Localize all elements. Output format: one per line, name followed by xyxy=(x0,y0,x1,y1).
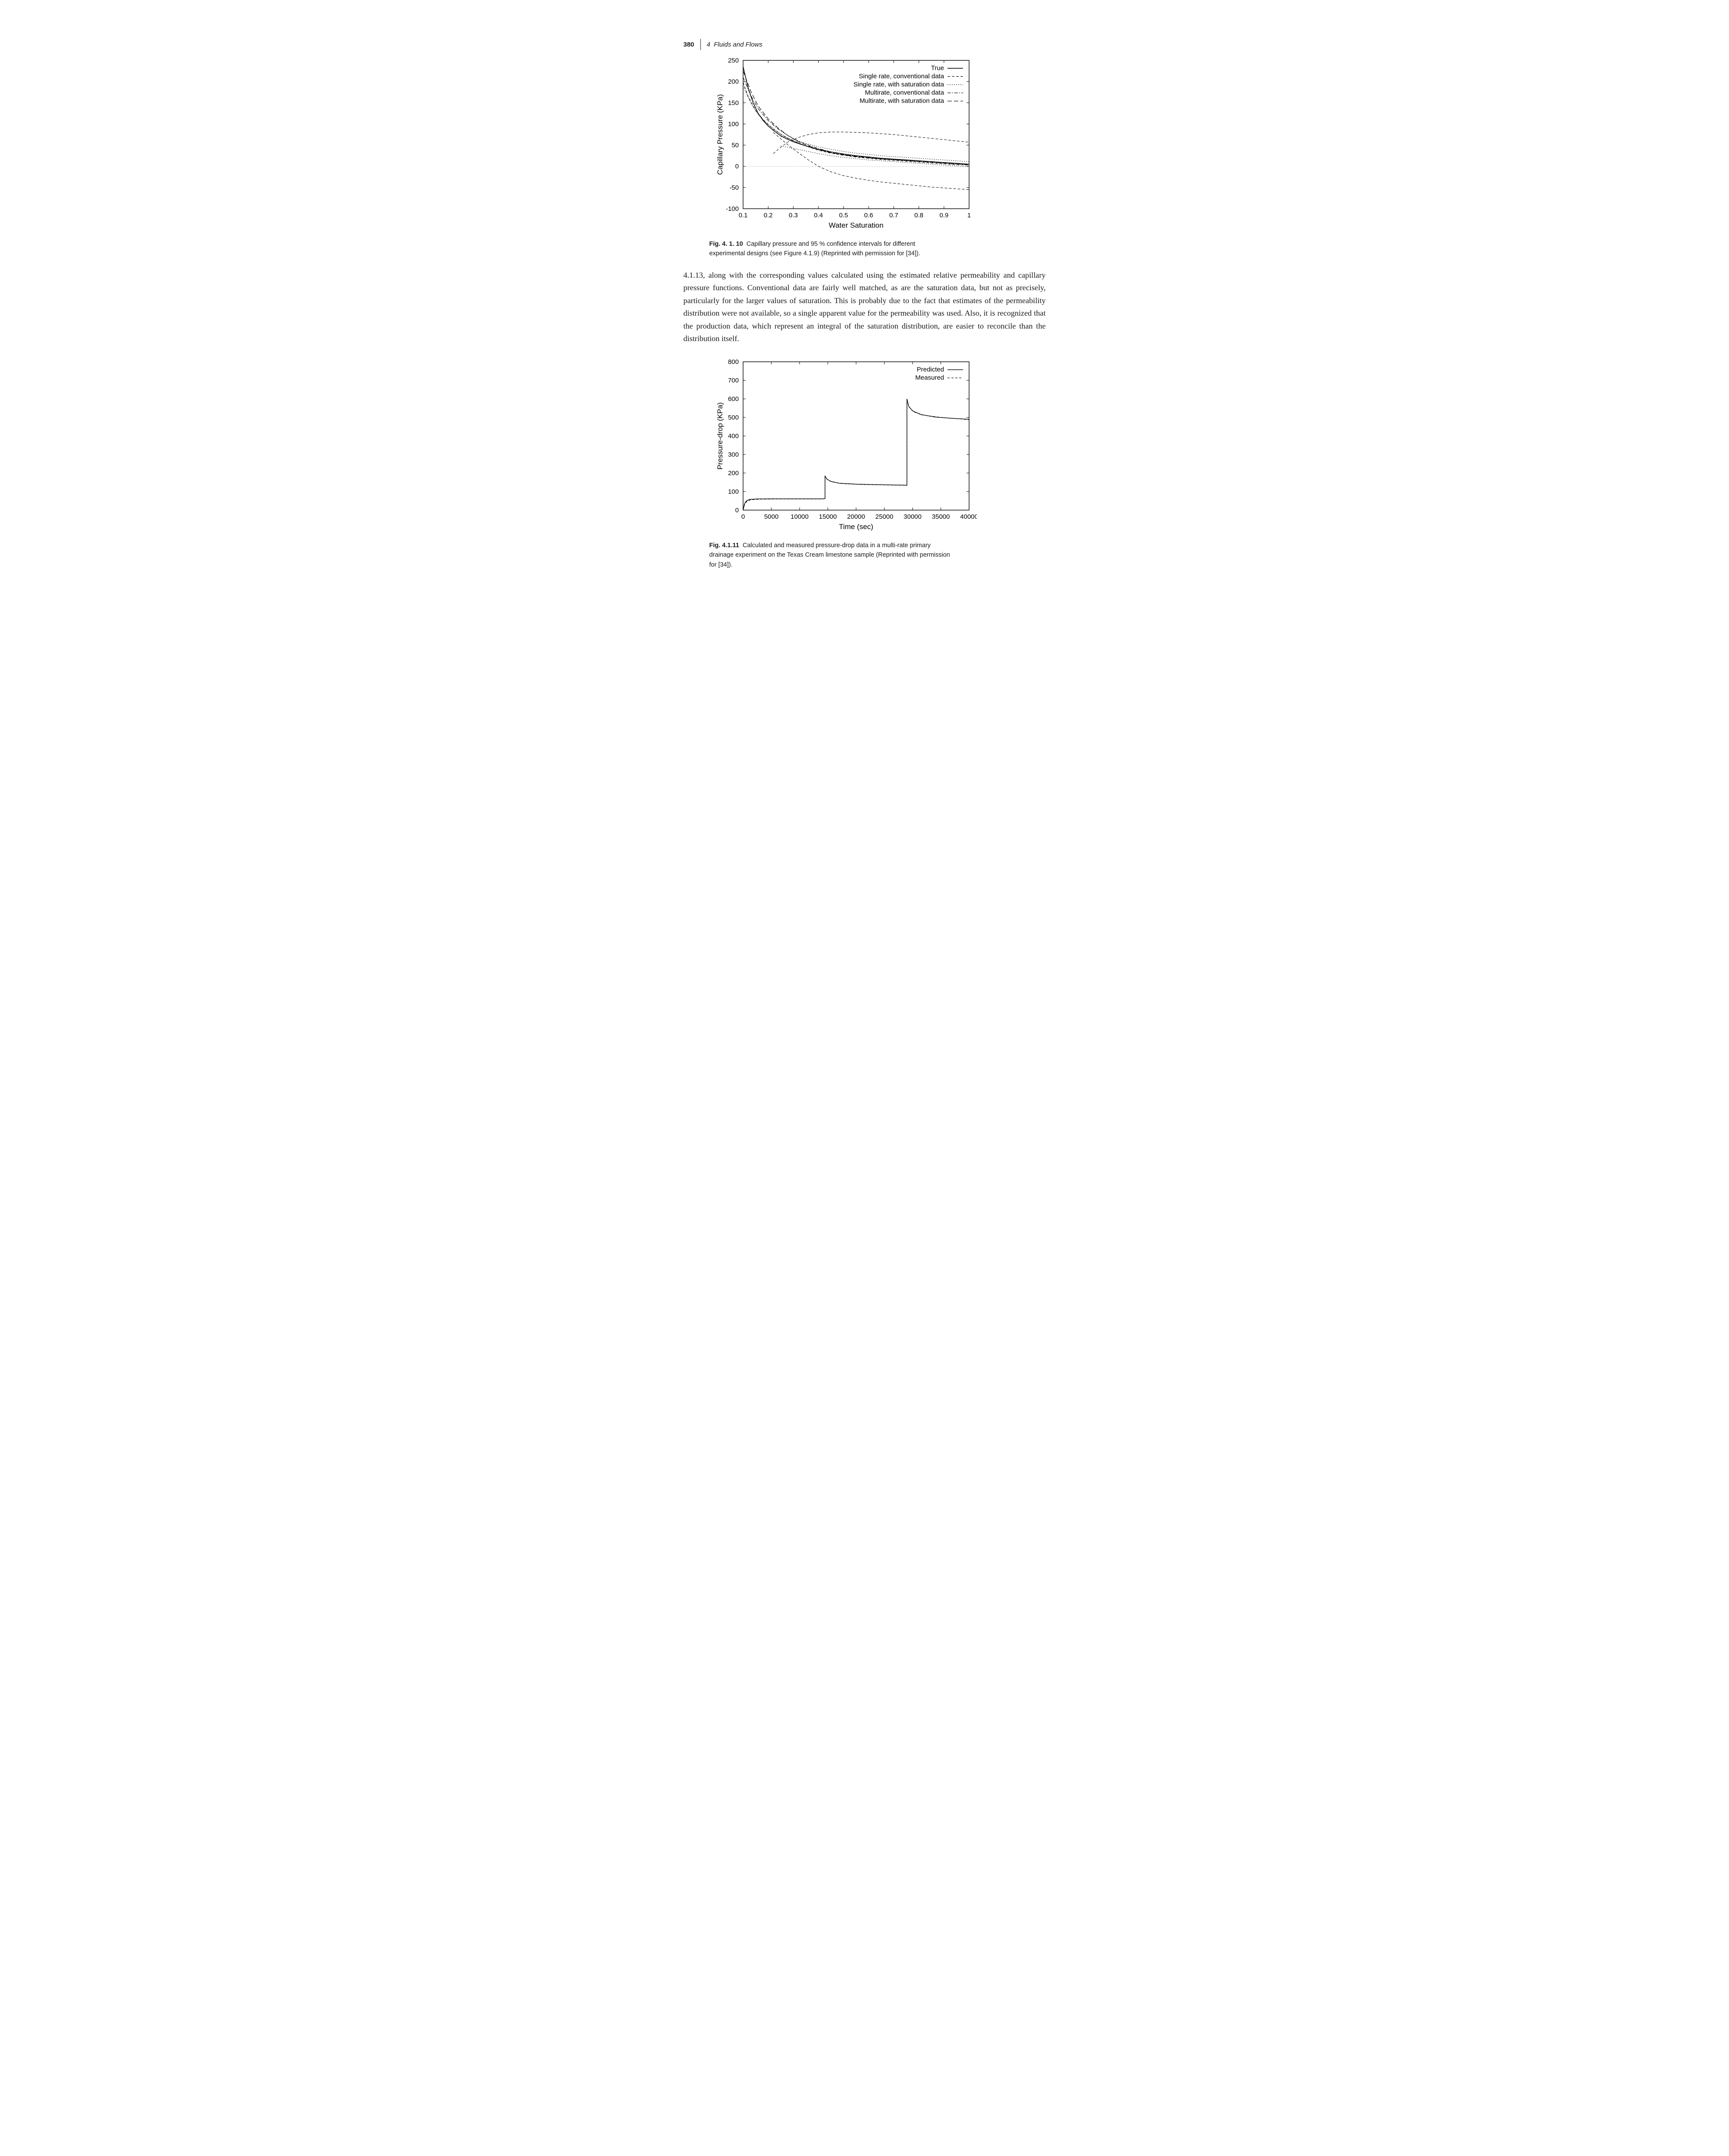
svg-text:0.7: 0.7 xyxy=(889,212,898,219)
svg-text:Capillary Pressure (KPa): Capillary Pressure (KPa) xyxy=(716,94,724,175)
capillary-pressure-chart: 0.1 0.2 0.3 0.4 0.5 0.6 0.7 0.8 0.9 1 -100 -50 0 50 10… xyxy=(709,54,977,231)
svg-text:5000: 5000 xyxy=(764,513,778,520)
svg-text:10000: 10000 xyxy=(791,513,809,520)
svg-text:Single rate, conventional data: Single rate, conventional data xyxy=(859,72,944,80)
svg-text:150: 150 xyxy=(728,99,738,107)
head-divider xyxy=(700,39,701,50)
page: 380 4 Fluids and Flows 0.10.20.30.40.50.… xyxy=(653,0,1076,621)
figure-label: Fig. 4. 1. 10 xyxy=(709,241,743,248)
svg-text:15000: 15000 xyxy=(819,513,837,520)
svg-text:400: 400 xyxy=(728,432,738,440)
page-number: 380 xyxy=(684,41,700,48)
svg-text:200: 200 xyxy=(728,470,738,477)
figure-label: Fig. 4.1.11 xyxy=(709,542,739,549)
figure-4-1-10: 0.1 0.2 0.3 0.4 0.5 0.6 0.7 0.8 0.9 1 -100 -50 0 50 10… xyxy=(709,54,1046,233)
svg-text:Pressure-drop (KPa): Pressure-drop (KPa) xyxy=(716,402,724,470)
running-head: 380 4 Fluids and Flows xyxy=(684,39,1046,50)
svg-text:Predicted: Predicted xyxy=(916,366,944,373)
chapter-name: Fluids and Flows xyxy=(714,41,763,48)
svg-text:True: True xyxy=(931,64,944,72)
pressure-drop-chart: 0500010000150002000025000300003500040000… xyxy=(709,356,977,533)
svg-text:500: 500 xyxy=(728,414,738,421)
svg-text:Water Saturation: Water Saturation xyxy=(828,221,883,229)
svg-text:Single rate, with saturation d: Single rate, with saturation data xyxy=(853,81,944,88)
figure-caption-text: Calculated and measured pressure-drop da… xyxy=(709,542,950,568)
svg-text:0.1: 0.1 xyxy=(738,212,747,219)
chapter-no: 4 xyxy=(707,41,710,48)
svg-text:0: 0 xyxy=(735,163,738,170)
figure-4-1-10-caption: Fig. 4. 1. 10 Capillary pressure and 95 … xyxy=(709,239,951,259)
svg-text:0.9: 0.9 xyxy=(939,212,948,219)
chapter-title: 4 Fluids and Flows xyxy=(707,41,763,48)
svg-text:800: 800 xyxy=(728,358,738,366)
svg-text:0.8: 0.8 xyxy=(914,212,923,219)
svg-text:100: 100 xyxy=(728,120,738,128)
svg-text:0: 0 xyxy=(735,507,738,514)
svg-text:20000: 20000 xyxy=(847,513,865,520)
figure-4-1-11-caption: Fig. 4.1.11 Calculated and measured pres… xyxy=(709,541,951,570)
svg-text:0.5: 0.5 xyxy=(839,212,848,219)
svg-text:Multirate, with saturation dat: Multirate, with saturation data xyxy=(860,97,945,104)
svg-text:100: 100 xyxy=(728,488,738,495)
svg-text:-100: -100 xyxy=(725,205,738,213)
svg-text:0.6: 0.6 xyxy=(864,212,873,219)
svg-text:0.2: 0.2 xyxy=(763,212,772,219)
svg-text:-50: -50 xyxy=(729,184,739,191)
svg-text:50: 50 xyxy=(731,142,739,149)
figure-4-1-11: 0500010000150002000025000300003500040000… xyxy=(709,356,1046,535)
svg-text:0.4: 0.4 xyxy=(814,212,823,219)
svg-text:200: 200 xyxy=(728,78,738,85)
svg-text:35000: 35000 xyxy=(932,513,950,520)
svg-text:600: 600 xyxy=(728,395,738,403)
body-paragraph: 4.1.13, along with the corresponding val… xyxy=(684,269,1046,345)
svg-text:0.3: 0.3 xyxy=(789,212,798,219)
svg-text:700: 700 xyxy=(728,377,738,384)
svg-text:Multirate, conventional data: Multirate, conventional data xyxy=(865,89,944,96)
svg-text:1: 1 xyxy=(967,212,970,219)
svg-text:300: 300 xyxy=(728,451,738,458)
svg-text:Time (sec): Time (sec) xyxy=(839,523,873,531)
svg-text:25000: 25000 xyxy=(875,513,893,520)
svg-text:Measured: Measured xyxy=(915,374,944,381)
svg-text:250: 250 xyxy=(728,57,738,64)
svg-text:0: 0 xyxy=(741,513,744,520)
svg-text:30000: 30000 xyxy=(904,513,922,520)
svg-text:40000: 40000 xyxy=(960,513,977,520)
